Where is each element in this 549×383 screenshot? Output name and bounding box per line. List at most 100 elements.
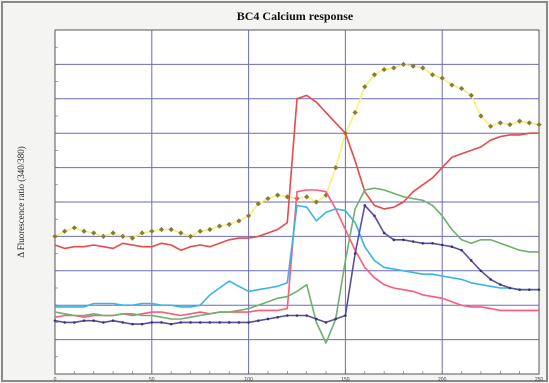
x-axis-ticks: 0 50 100 150 200 250 bbox=[54, 29, 543, 383]
data-point bbox=[160, 321, 163, 324]
data-point bbox=[458, 85, 465, 92]
data-point bbox=[479, 269, 483, 273]
data-point bbox=[255, 201, 261, 207]
data-point bbox=[344, 314, 347, 317]
data-point bbox=[497, 120, 503, 126]
x-tick-label: 50 bbox=[149, 377, 155, 383]
data-point bbox=[313, 199, 319, 205]
data-point bbox=[507, 122, 513, 128]
data-point bbox=[478, 113, 484, 119]
data-point bbox=[131, 322, 134, 326]
data-point bbox=[536, 122, 542, 128]
data-point bbox=[198, 321, 202, 324]
data-point bbox=[450, 245, 454, 249]
data-point bbox=[488, 123, 494, 129]
data-point bbox=[216, 223, 223, 229]
data-point bbox=[121, 321, 125, 324]
data-point bbox=[102, 321, 105, 324]
data-point bbox=[526, 120, 532, 126]
data-point bbox=[169, 322, 173, 326]
data-point bbox=[392, 238, 396, 242]
data-point bbox=[420, 65, 426, 71]
data-point bbox=[62, 228, 68, 234]
series-line bbox=[55, 204, 539, 308]
data-point bbox=[276, 315, 279, 319]
series-line bbox=[54, 94, 539, 251]
series-4 bbox=[55, 204, 539, 308]
data-point bbox=[168, 226, 174, 233]
data-point bbox=[120, 233, 126, 239]
data-point bbox=[315, 317, 318, 321]
data-point bbox=[178, 230, 184, 236]
x-tick-label: 200 bbox=[438, 377, 447, 383]
series-layer bbox=[52, 61, 542, 344]
data-point bbox=[402, 238, 405, 242]
data-point bbox=[421, 241, 425, 245]
data-point bbox=[218, 321, 221, 324]
data-point bbox=[63, 321, 66, 324]
data-point bbox=[237, 321, 241, 324]
data-point bbox=[179, 321, 183, 324]
data-point bbox=[382, 231, 386, 235]
data-point bbox=[52, 233, 58, 239]
data-point bbox=[129, 235, 136, 241]
data-point bbox=[189, 321, 192, 324]
data-point bbox=[334, 317, 338, 321]
data-point bbox=[429, 72, 436, 78]
data-point bbox=[91, 230, 97, 236]
data-point bbox=[363, 204, 367, 207]
data-point bbox=[246, 213, 252, 219]
data-point bbox=[226, 221, 232, 227]
series-line bbox=[54, 187, 539, 344]
data-point bbox=[73, 321, 76, 324]
data-point bbox=[295, 314, 299, 317]
data-point bbox=[256, 319, 260, 322]
data-point bbox=[371, 72, 378, 78]
data-point bbox=[111, 319, 115, 322]
x-tick-label: 100 bbox=[244, 377, 253, 383]
data-point bbox=[468, 92, 474, 98]
data-point bbox=[139, 230, 145, 236]
data-point bbox=[197, 228, 203, 234]
series-6 bbox=[53, 204, 541, 326]
x-tick-label: 150 bbox=[341, 377, 350, 383]
data-point bbox=[266, 317, 270, 321]
data-point bbox=[110, 230, 116, 236]
data-point bbox=[400, 61, 407, 67]
data-point bbox=[324, 321, 328, 324]
data-point bbox=[333, 165, 339, 171]
data-point bbox=[469, 259, 473, 262]
data-point bbox=[410, 63, 416, 69]
data-point bbox=[411, 240, 415, 243]
data-point bbox=[353, 252, 357, 255]
y-axis-label: Δ Fluorescence ratio (340/380) bbox=[16, 146, 26, 258]
data-point bbox=[53, 319, 57, 322]
data-point bbox=[187, 233, 194, 239]
data-point bbox=[275, 192, 281, 198]
data-point bbox=[71, 225, 77, 231]
data-point bbox=[149, 228, 155, 234]
data-point bbox=[208, 321, 212, 324]
data-point bbox=[537, 288, 541, 292]
data-point bbox=[518, 288, 521, 292]
data-point bbox=[431, 241, 434, 245]
data-point bbox=[305, 314, 308, 317]
data-point bbox=[265, 195, 271, 202]
data-point bbox=[150, 321, 154, 324]
data-point bbox=[508, 286, 512, 290]
data-point bbox=[373, 214, 376, 218]
data-point bbox=[362, 84, 368, 90]
x-tick-label: 0 bbox=[54, 377, 57, 383]
data-point bbox=[460, 248, 463, 252]
data-point bbox=[517, 118, 523, 124]
data-point bbox=[236, 218, 242, 224]
chart-title: BC4 Calcium response bbox=[237, 9, 354, 23]
data-point bbox=[440, 243, 444, 247]
data-point bbox=[489, 278, 492, 281]
data-point bbox=[158, 226, 165, 233]
data-point bbox=[81, 228, 87, 234]
data-point bbox=[528, 288, 531, 292]
